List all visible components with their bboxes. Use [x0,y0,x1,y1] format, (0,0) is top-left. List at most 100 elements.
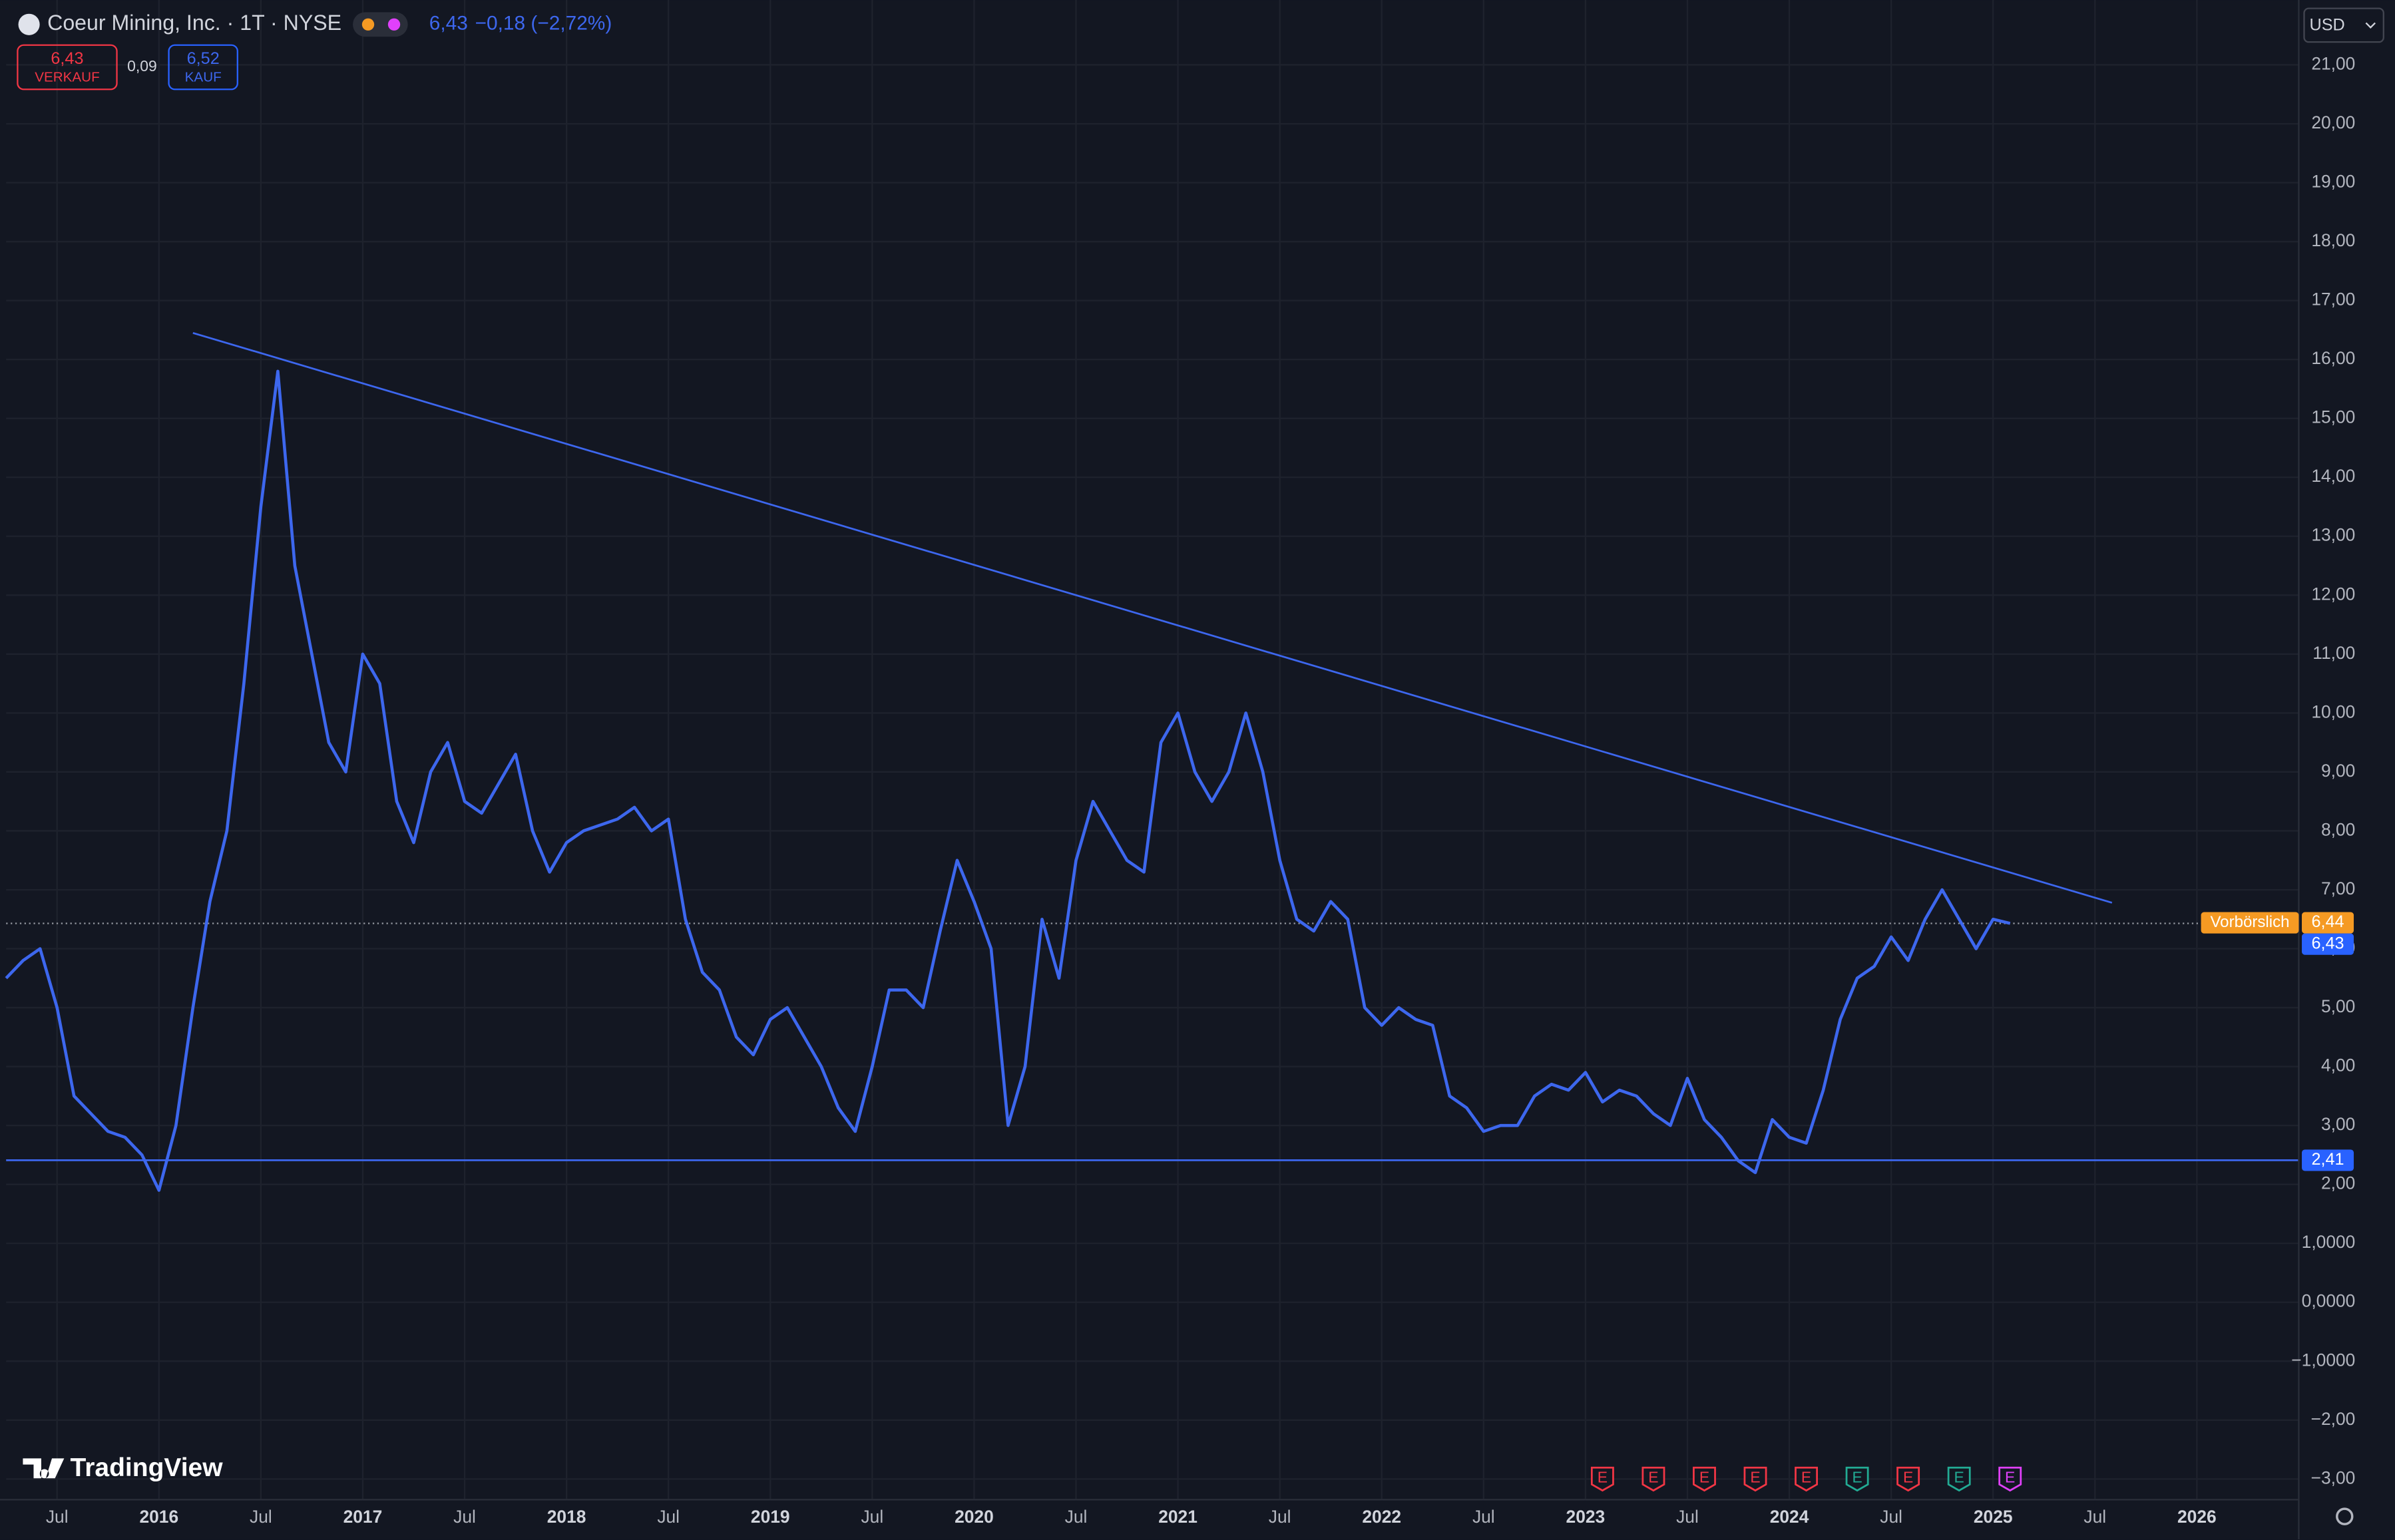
brand-logo [23,1458,65,1479]
chevron [2365,22,2376,29]
earnings-label: E [1801,1468,1811,1485]
x-tick-label: 2016 [139,1507,178,1527]
x-tick-label: 2022 [1362,1507,1401,1527]
x-tick-label: 2026 [2177,1507,2217,1527]
premarket-label-box [2201,912,2299,934]
buy-label: KAUF [185,70,222,85]
settings-button[interactable] [2336,1507,2354,1525]
price-value: 6,43 [2311,934,2344,952]
sell-button[interactable] [17,44,118,91]
currency: USD [2310,16,2345,35]
support-value-box [2302,1149,2354,1171]
x-tick-label: 2025 [1974,1507,2013,1527]
y-tick-label: 20,00 [2311,112,2355,132]
y-tick-label: 2,00 [2321,1173,2355,1193]
price-value-box [2302,933,2354,955]
earnings-marker [1947,1466,1971,1492]
sell-label: VERKAUF [35,70,100,85]
y-tick-label: 8,00 [2321,819,2355,839]
earnings-marker [1590,1466,1614,1492]
x-tick-label: Jul [250,1507,272,1527]
x-tick-label: 2021 [1158,1507,1198,1527]
x-tick-label: Jul [1676,1507,1699,1527]
y-tick-label: 16,00 [2311,348,2355,368]
x-tick-label: 2018 [547,1507,586,1527]
session-icon [361,18,375,31]
earnings-marker [1896,1466,1920,1492]
x-tick-label: 2019 [751,1507,790,1527]
x-tick-label: Jul [1269,1507,1291,1527]
trend-line [192,331,2113,904]
y-tick-label: 9,00 [2321,761,2355,781]
sell-price: 6,43 [51,49,83,68]
x-tick-label: 2023 [1566,1507,1606,1527]
buy-price: 6,52 [187,49,220,68]
earnings-label: E [1852,1468,1862,1485]
last-price: 6,43 [429,13,468,35]
y-tick-label: 7,00 [2321,878,2355,898]
earnings-label: E [1954,1468,1964,1485]
session-icon [387,18,401,31]
y-tick-label: 5,00 [2321,996,2355,1016]
earnings-label: E [1750,1468,1760,1485]
y-tick-label: 12,00 [2311,584,2355,604]
earnings-label: E [2005,1468,2015,1485]
y-tick-label: 18,00 [2311,230,2355,250]
x-tick-label: Jul [657,1507,680,1527]
grid [6,0,2299,1500]
spread: 0,09 [127,57,157,75]
earnings-marker [1641,1466,1665,1492]
y-tick-label: 10,00 [2311,701,2355,721]
y-tick-label: 21,00 [2311,53,2355,73]
earnings-marker [1998,1466,2022,1492]
price-change: −0,18 (−2,72%) [475,13,612,35]
earnings-marker [1693,1466,1716,1492]
earnings-marker [1743,1466,1767,1492]
x-tick-label: Jul [1472,1507,1495,1527]
earnings-label: E [1648,1468,1658,1485]
y-tick-label: 11,00 [2312,643,2355,663]
x-tick-label: Jul [1065,1507,1088,1527]
currency-select[interactable] [2303,7,2384,43]
premarket-value-box [2302,912,2354,934]
y-tick-label: 14,00 [2311,466,2355,486]
y-tick-label: −3,00 [2311,1467,2356,1487]
header: Coeur Mining, Inc. · 1T · NYSE 6,43 −0,1… [17,7,2384,91]
y-tick-label: 15,00 [2311,407,2355,427]
earnings-marker [1845,1466,1869,1492]
y-tick-label: 13,00 [2311,525,2355,545]
earnings-label: E [1903,1468,1913,1485]
x-tick-label: Jul [46,1507,69,1527]
x-tick-label: Jul [453,1507,476,1527]
y-tick-label: −1,0000 [2291,1350,2355,1370]
x-tick-label: Jul [2083,1507,2106,1527]
earnings-label: E [1699,1468,1709,1485]
y-tick-label: −2,00 [2311,1409,2356,1429]
x-tick-label: 2024 [1770,1507,1809,1527]
symbol-logo [18,13,40,35]
x-tick-label: Jul [861,1507,883,1527]
y-tick-label: 19,00 [2311,171,2355,191]
support-value: 2,41 [2311,1150,2344,1169]
earnings-label: E [1598,1468,1608,1485]
y-tick-label: 0,0000 [2302,1291,2356,1311]
earnings-marker [1795,1466,1818,1492]
brand: TradingView [23,1453,223,1482]
x-tick-label: 2020 [955,1507,994,1527]
premarket-label: Vorbörslich [2210,913,2289,931]
y-tick-label: 3,00 [2321,1114,2355,1134]
axes: −3,00 −2,00 −1,0000 0,0000 1,0000 2,00 3,00 4,0… [46,53,2355,1526]
buy-button[interactable] [168,44,238,91]
y-tick-label: 4,00 [2321,1056,2355,1075]
price-series [5,369,2011,1192]
symbol-title[interactable]: Coeur Mining, Inc. · 1T · NYSE [47,11,341,35]
premarket-value: 6,44 [2311,912,2344,931]
y-tick-label: 17,00 [2311,289,2355,309]
x-tick-label: Jul [1880,1507,1902,1527]
x-tick-label: 2017 [343,1507,383,1527]
brand-name: TradingView [71,1453,224,1482]
